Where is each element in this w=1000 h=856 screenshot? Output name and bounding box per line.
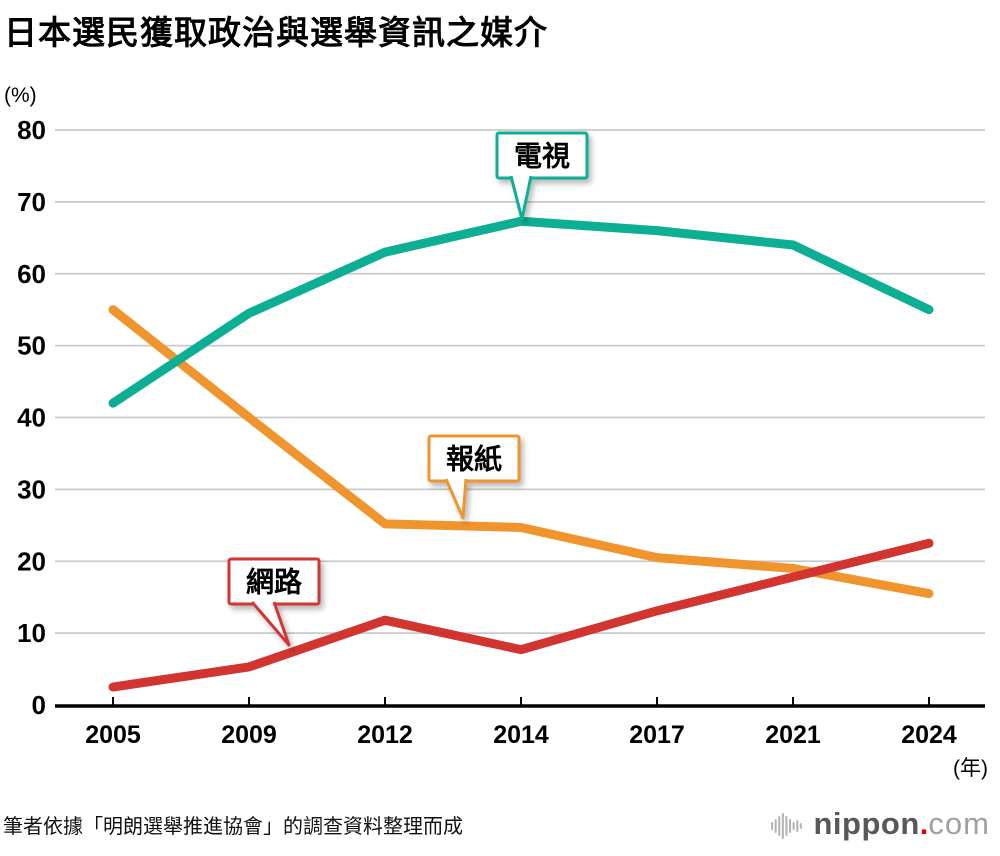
y-tick-label-30: 30 xyxy=(17,474,46,504)
footer: 筆者依據「明朗選舉推進協會」的調查資料整理而成 nippon.com xyxy=(0,800,1000,856)
series-label-bubble-newspaper xyxy=(427,434,521,520)
logo-dot: . xyxy=(919,806,929,841)
soundwave-bar xyxy=(792,822,795,830)
y-tick-label-70: 70 xyxy=(17,187,46,217)
x-tick-label-2009: 2009 xyxy=(221,721,277,749)
x-tick-label-2014: 2014 xyxy=(493,721,549,749)
x-tick-label-2012: 2012 xyxy=(357,721,413,749)
soundwave-bar xyxy=(777,816,780,836)
logo-wordmark: nippon.com xyxy=(814,804,991,844)
soundwave-bar xyxy=(784,816,787,836)
y-tick-label-80: 80 xyxy=(17,115,46,145)
soundwave-bar xyxy=(799,823,802,829)
page-title: 日本選民獲取政治與選舉資訊之媒介 xyxy=(4,14,548,51)
bubble-tail-internet xyxy=(250,601,291,647)
x-tick-label-2005: 2005 xyxy=(85,721,141,749)
series-label-tv: 電視 xyxy=(514,141,570,172)
soundwave-bar xyxy=(788,819,791,833)
bubble-box-tv xyxy=(495,131,589,180)
x-axis-unit-label: (年) xyxy=(953,757,988,780)
nippon-com-logo: nippon.com xyxy=(769,804,991,844)
soundwave-bar xyxy=(781,813,784,839)
y-axis-unit-label: (%) xyxy=(4,84,37,107)
series-label-newspaper: 報紙 xyxy=(446,443,502,475)
x-tick-label-2017: 2017 xyxy=(629,721,685,749)
series-label-bubble-tv xyxy=(495,131,589,221)
soundwave-bars-icon xyxy=(770,813,802,839)
series-label-internet: 網路 xyxy=(246,567,303,598)
soundwave-bar xyxy=(770,822,773,830)
x-tick-label-2024: 2024 xyxy=(901,721,957,749)
media-usage-line-chart: 0 10 20 30 40 50 60 70 80 2005 2009 2012 2014 2017 202… xyxy=(17,115,985,749)
soundwave-bar xyxy=(795,820,798,832)
series-line-newspaper xyxy=(108,305,934,599)
source-note: 筆者依據「明朗選舉推進協會」的調查資料整理而成 xyxy=(3,816,463,838)
y-tick-label-40: 40 xyxy=(17,403,46,433)
series-label-bubble-internet xyxy=(227,557,321,647)
bubble-tail-tv xyxy=(509,175,533,221)
series-line-tv xyxy=(108,216,934,408)
y-tick-label-10: 10 xyxy=(17,618,46,648)
y-tick-label-50: 50 xyxy=(17,331,46,361)
y-tick-label-20: 20 xyxy=(17,546,46,576)
y-tick-label-60: 60 xyxy=(17,259,46,289)
y-tick-label-0: 0 xyxy=(32,690,46,720)
logo-word-com: com xyxy=(928,806,990,841)
logo-word-nippon: nippon xyxy=(813,806,920,841)
soundwave-bar xyxy=(774,819,777,833)
x-tick-label-2021: 2021 xyxy=(765,721,821,749)
series-line-internet xyxy=(108,538,934,692)
bubble-box-newspaper xyxy=(427,434,521,483)
bubble-tail-newspaper xyxy=(444,478,468,520)
